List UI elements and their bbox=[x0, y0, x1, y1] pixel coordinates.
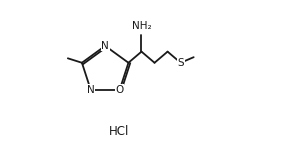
Text: N: N bbox=[87, 85, 95, 95]
Text: NH₂: NH₂ bbox=[132, 21, 151, 31]
Text: S: S bbox=[177, 58, 184, 68]
Text: HCl: HCl bbox=[109, 125, 129, 138]
Text: N: N bbox=[101, 41, 109, 51]
Text: O: O bbox=[115, 85, 124, 95]
